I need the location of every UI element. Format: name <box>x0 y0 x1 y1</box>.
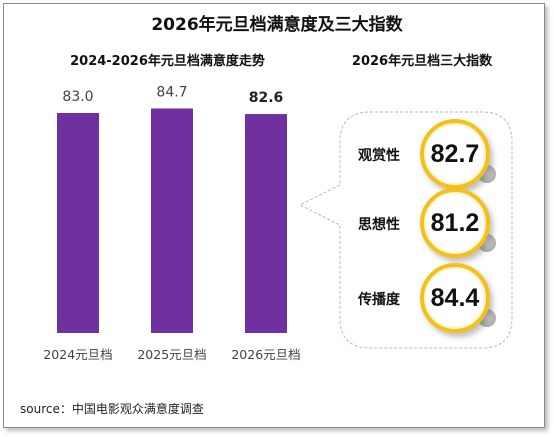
x-tick-label: 2025元旦档 <box>137 347 206 362</box>
metric-badge-viewing: 82.7 <box>420 119 490 189</box>
metric-label-spread: 传播度 <box>358 292 400 308</box>
bar-value-label: 83.0 <box>62 89 93 105</box>
x-tick-label: 2024元旦档 <box>43 347 112 362</box>
index-panel-title: 2026年元旦档三大指数 <box>351 54 493 69</box>
metric-label-ideology: 思想性 <box>358 217 400 233</box>
bar-0 <box>57 113 99 333</box>
metric-badge-ideology: 81.2 <box>420 188 490 258</box>
x-tick-label: 2026元旦档 <box>231 347 300 362</box>
bar-1 <box>151 108 193 333</box>
chart-title: 2026年元旦档满意度及三大指数 <box>151 15 403 35</box>
bar-2 <box>245 114 287 333</box>
metric-label-viewing: 观赏性 <box>358 148 400 164</box>
metric-badge-spread: 84.4 <box>420 263 490 333</box>
bar-value-label: 82.6 <box>249 90 284 106</box>
bar-chart-title: 2024-2026年元旦档满意度走势 <box>70 54 265 69</box>
bar-value-label: 84.7 <box>156 84 187 100</box>
source-note: source：中国电影观众满意度调查 <box>20 402 204 416</box>
